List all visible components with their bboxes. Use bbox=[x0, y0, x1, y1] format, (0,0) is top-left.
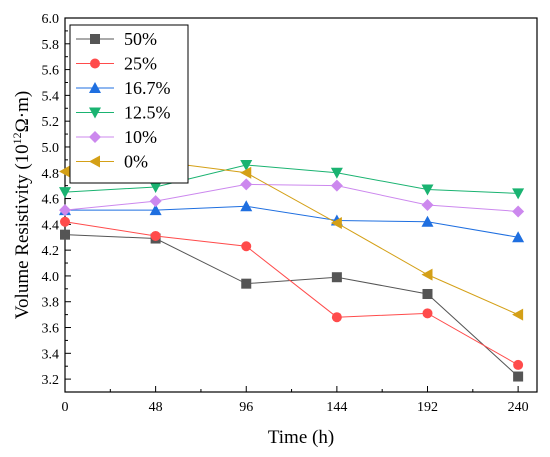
data-point bbox=[330, 217, 342, 230]
y-axis-label-main: Volume Resistivity (10 bbox=[12, 144, 33, 319]
data-point bbox=[240, 178, 253, 191]
series-line bbox=[64, 221, 519, 366]
y-tick-label: 6.0 bbox=[42, 12, 60, 27]
y-tick-label: 4.8 bbox=[42, 167, 60, 182]
data-point bbox=[512, 308, 524, 321]
x-tick-label: 240 bbox=[508, 400, 529, 415]
series-line bbox=[64, 234, 519, 377]
data-point bbox=[421, 215, 434, 227]
series-line bbox=[65, 205, 519, 238]
data-point bbox=[422, 288, 433, 299]
data-point bbox=[240, 166, 252, 179]
data-point bbox=[421, 268, 433, 281]
legend-label: 50% bbox=[124, 29, 157, 49]
data-point bbox=[422, 308, 433, 319]
legend-marker bbox=[90, 34, 100, 44]
data-point bbox=[60, 229, 70, 240]
x-tick-label: 0 bbox=[62, 400, 69, 415]
legend: 50% 25% 16.7% 12.5% 10% 0% bbox=[69, 24, 189, 184]
x-tick-label: 48 bbox=[149, 400, 163, 415]
data-point bbox=[241, 241, 252, 252]
data-point bbox=[512, 231, 525, 243]
data-point bbox=[149, 204, 162, 216]
x-tick-label: 192 bbox=[417, 400, 438, 415]
series-3 bbox=[59, 160, 525, 200]
x-axis-label: Time (h) bbox=[268, 427, 334, 448]
data-point bbox=[331, 272, 342, 283]
data-point bbox=[513, 359, 524, 370]
series-line bbox=[64, 183, 519, 212]
data-point bbox=[149, 181, 162, 193]
data-point bbox=[241, 278, 252, 289]
legend-label: 10% bbox=[124, 127, 157, 147]
legend-marker bbox=[89, 155, 100, 168]
data-point bbox=[59, 187, 71, 199]
data-point bbox=[60, 216, 70, 227]
x-tick-label: 144 bbox=[326, 400, 347, 415]
y-axis-ticks: 3.2 3.4 3.6 3.8 4.0 4.2 4.4 4.6 4.8 5.0 5.2 5.4 5.6 5… bbox=[42, 12, 71, 388]
data-point bbox=[512, 205, 525, 218]
legend-marker bbox=[90, 58, 100, 69]
series-4 bbox=[59, 178, 525, 218]
legend-label: 25% bbox=[124, 54, 157, 74]
data-point bbox=[149, 195, 162, 208]
data-point bbox=[240, 160, 253, 172]
y-tick-label: 3.4 bbox=[42, 347, 60, 362]
y-axis-label-exponent: 12 bbox=[10, 132, 24, 144]
legend-box bbox=[69, 24, 189, 184]
series-line bbox=[64, 164, 519, 194]
y-tick-label: 5.6 bbox=[42, 64, 60, 79]
legend-label: 16.7% bbox=[124, 78, 171, 98]
series-1 bbox=[60, 216, 524, 370]
data-point bbox=[421, 184, 434, 196]
data-point bbox=[59, 204, 71, 217]
y-tick-label: 3.8 bbox=[42, 296, 60, 311]
x-axis-ticks: 0 48 96 144 192 240 bbox=[62, 386, 529, 415]
y-tick-label: 4.2 bbox=[42, 244, 60, 259]
y-tick-label: 5.8 bbox=[42, 38, 60, 53]
data-point bbox=[150, 230, 161, 241]
series-0 bbox=[60, 229, 524, 382]
y-axis-label-unit: Ω·m) bbox=[12, 91, 33, 133]
y-axis-label: Volume Resistivity (1012Ω·m) bbox=[10, 91, 33, 319]
data-point bbox=[331, 312, 342, 323]
legend-label: 0% bbox=[124, 152, 148, 172]
legend-marker bbox=[89, 131, 101, 143]
data-point bbox=[59, 165, 70, 178]
data-point bbox=[330, 167, 343, 179]
y-tick-label: 3.2 bbox=[42, 373, 60, 388]
y-tick-label: 5.0 bbox=[42, 141, 60, 156]
legend-marker bbox=[89, 107, 101, 119]
y-tick-label: 5.4 bbox=[42, 89, 60, 104]
y-tick-label: 3.6 bbox=[42, 322, 60, 337]
data-point bbox=[330, 179, 343, 192]
y-tick-label: 5.2 bbox=[42, 115, 60, 130]
y-tick-label: 4.4 bbox=[42, 218, 60, 233]
data-point bbox=[240, 200, 253, 212]
legend-label: 12.5% bbox=[124, 103, 171, 123]
y-tick-label: 4.0 bbox=[42, 270, 60, 285]
y-tick-label: 4.6 bbox=[42, 193, 60, 208]
legend-marker bbox=[89, 82, 101, 93]
x-tick-label: 96 bbox=[239, 400, 253, 415]
series-layer bbox=[59, 155, 525, 382]
data-point bbox=[513, 371, 524, 382]
data-point bbox=[421, 199, 434, 211]
data-point bbox=[512, 188, 525, 200]
